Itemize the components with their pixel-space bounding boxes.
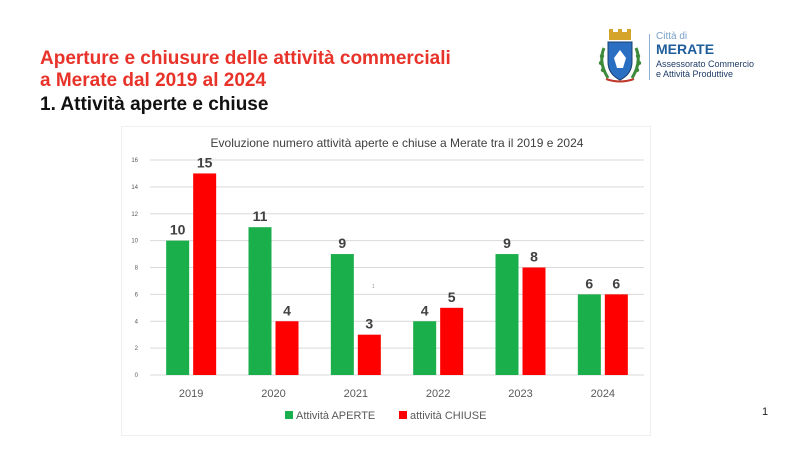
logo-divider [649,34,650,80]
bar-aperte-2020 [248,227,272,375]
bar-chiuse-2021 [357,334,381,375]
section-subtitle: 1. Attività aperte e chiuse [40,94,269,115]
x-tick-label: 2024 [591,388,615,400]
y-tick-label: 8 [135,266,139,272]
x-tick-label: 2021 [344,388,368,400]
data-label: 11 [253,208,268,224]
x-tick-label: 2023 [508,388,532,400]
chart-title: Evoluzione numero attività aperte e chiu… [211,136,584,150]
merate-logo: Città di MERATE Assessorato Commercio e … [594,28,774,88]
page-title-line-2: a Merate dal 2019 al 2024 [40,70,267,91]
logo-city-name: MERATE [656,41,715,57]
data-label: 6 [612,275,620,291]
data-label: 9 [338,235,346,251]
logo-dept-line-1: Assessorato Commercio [656,59,755,69]
data-label: 3 [365,316,373,332]
bar-chiuse-2020 [275,321,299,375]
y-tick-label: 14 [131,185,138,191]
data-label: 9 [503,235,511,251]
bar-chiuse-2022 [440,307,464,375]
bar-chiuse-2023 [522,267,546,375]
bar-chart: Evoluzione numero attività aperte e chiu… [131,136,644,422]
page-number: 1 [762,406,769,418]
stray-label: 1 [372,284,375,290]
x-tick-label: 2019 [179,388,203,400]
y-tick-label: 2 [135,346,139,352]
y-tick-label: 4 [135,319,139,325]
data-label: 4 [421,302,429,318]
bar-aperte-2022 [413,321,437,375]
data-label: 15 [197,154,213,170]
bar-aperte-2019 [166,240,190,375]
bar-aperte-2021 [330,254,354,375]
title-block: Aperture e chiusure delle attività comme… [40,48,451,116]
legend-swatch-aperte [285,411,293,419]
legend-label-aperte: Attività APERTE [296,410,375,422]
x-tick-label: 2020 [261,388,285,400]
data-label: 8 [530,249,538,265]
y-tick-label: 16 [131,158,138,164]
logo-text: Città di MERATE Assessorato Commercio e … [656,31,754,79]
y-tick-label: 6 [135,292,139,298]
data-label: 6 [585,275,593,291]
legend-swatch-chiuse [399,411,407,419]
data-label: 4 [283,302,291,318]
chart-panel: Evoluzione numero attività aperte e chiu… [122,127,650,435]
data-label: 10 [170,222,186,238]
logo-small-text: Città di [656,31,688,42]
y-tick-label: 10 [131,239,138,245]
bar-chiuse-2019 [193,173,217,375]
coat-of-arms-icon [598,29,642,83]
legend-label-chiuse: attività CHIUSE [410,410,486,422]
bar-aperte-2023 [495,254,519,375]
page-title-line-1: Aperture e chiusure delle attività comme… [40,48,451,69]
data-label: 5 [448,289,456,305]
x-tick-label: 2022 [426,388,450,400]
bar-aperte-2024 [577,294,601,375]
y-tick-label: 12 [131,212,138,218]
y-tick-label: 0 [135,373,139,379]
bar-chiuse-2024 [604,294,628,375]
logo-dept-line-2: e Attività Produttive [656,69,734,79]
